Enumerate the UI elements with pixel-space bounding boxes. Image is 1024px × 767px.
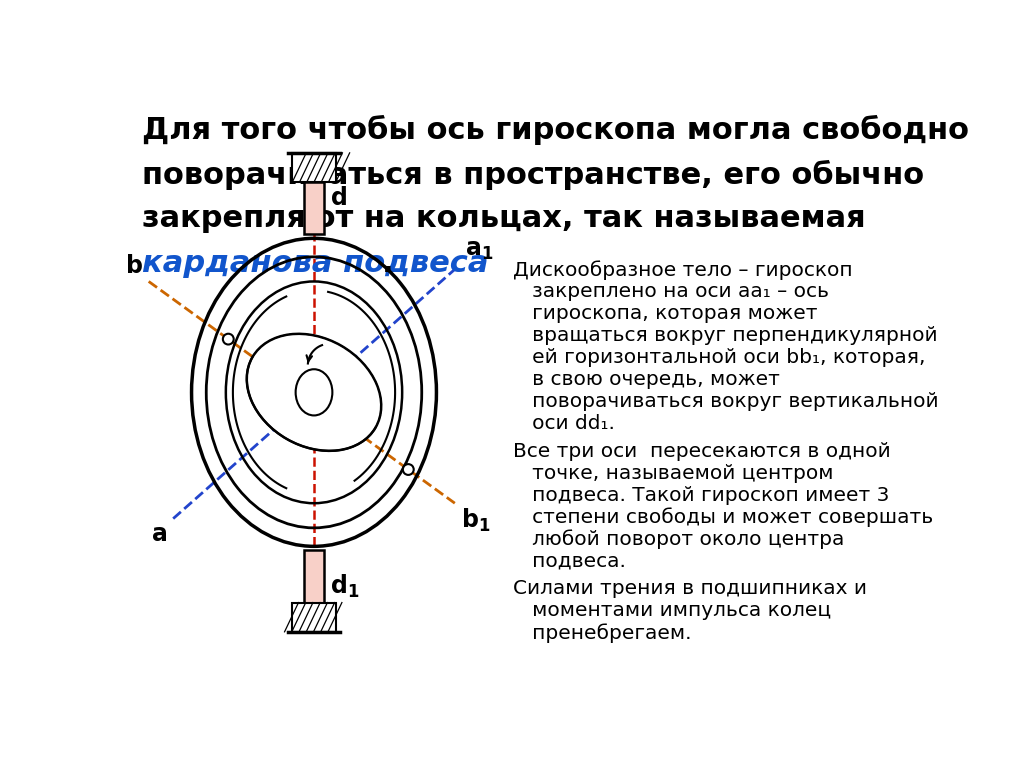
Text: .: . bbox=[382, 249, 394, 278]
Circle shape bbox=[223, 334, 233, 344]
Text: любой поворот около центра: любой поворот около центра bbox=[513, 529, 845, 549]
Text: $\mathbf{b}$: $\mathbf{b}$ bbox=[125, 254, 142, 278]
Text: $\mathbf{d_1}$: $\mathbf{d_1}$ bbox=[331, 573, 359, 601]
Text: $\mathbf{a_1}$: $\mathbf{a_1}$ bbox=[465, 239, 494, 262]
Text: гироскопа, которая может: гироскопа, которая может bbox=[513, 304, 818, 323]
Text: поворачиваться вокруг вертикальной: поворачиваться вокруг вертикальной bbox=[513, 392, 939, 410]
Text: степени свободы и может совершать: степени свободы и может совершать bbox=[513, 508, 934, 527]
Text: подвеса. Такой гироскоп имеет 3: подвеса. Такой гироскоп имеет 3 bbox=[513, 486, 890, 505]
Ellipse shape bbox=[296, 369, 333, 416]
Text: моментами импульса колец: моментами импульса колец bbox=[513, 601, 831, 621]
Text: вращаться вокруг перпендикулярной: вращаться вокруг перпендикулярной bbox=[513, 326, 938, 344]
Text: закреплено на оси aa₁ – ось: закреплено на оси aa₁ – ось bbox=[513, 281, 829, 301]
Text: ей горизонтальной оси bb₁, которая,: ей горизонтальной оси bb₁, которая, bbox=[513, 347, 926, 367]
Bar bbox=[304, 182, 324, 235]
Text: $\mathbf{b_1}$: $\mathbf{b_1}$ bbox=[461, 507, 490, 535]
Text: закрепляют на кольцах, так называемая: закрепляют на кольцах, так называемая bbox=[142, 205, 865, 233]
Text: оси dd₁.: оси dd₁. bbox=[513, 413, 615, 433]
Bar bbox=[292, 153, 336, 182]
Circle shape bbox=[402, 464, 414, 475]
Text: точке, называемой центром: точке, называемой центром bbox=[513, 463, 834, 482]
Text: карданова подвеса: карданова подвеса bbox=[142, 249, 488, 278]
Text: Для того чтобы ось гироскопа могла свободно: Для того чтобы ось гироскопа могла свобо… bbox=[142, 115, 969, 145]
Text: $\mathbf{d}$: $\mathbf{d}$ bbox=[331, 186, 347, 210]
Text: поворачиваться в пространстве, его обычно: поворачиваться в пространстве, его обычн… bbox=[142, 160, 924, 190]
Text: $\mathbf{a}$: $\mathbf{a}$ bbox=[151, 522, 167, 546]
Text: пренебрегаем.: пренебрегаем. bbox=[513, 624, 691, 643]
Text: подвеса.: подвеса. bbox=[513, 551, 626, 571]
Bar bbox=[292, 603, 336, 632]
Bar bbox=[304, 550, 324, 603]
Text: Силами трения в подшипниках и: Силами трения в подшипниках и bbox=[513, 579, 867, 598]
Ellipse shape bbox=[247, 334, 381, 451]
Text: Дискообразное тело – гироскоп: Дискообразное тело – гироскоп bbox=[513, 260, 853, 280]
Text: в свою очередь, может: в свою очередь, может bbox=[513, 370, 780, 389]
Text: Все три оси  пересекаются в одной: Все три оси пересекаются в одной bbox=[513, 442, 891, 461]
